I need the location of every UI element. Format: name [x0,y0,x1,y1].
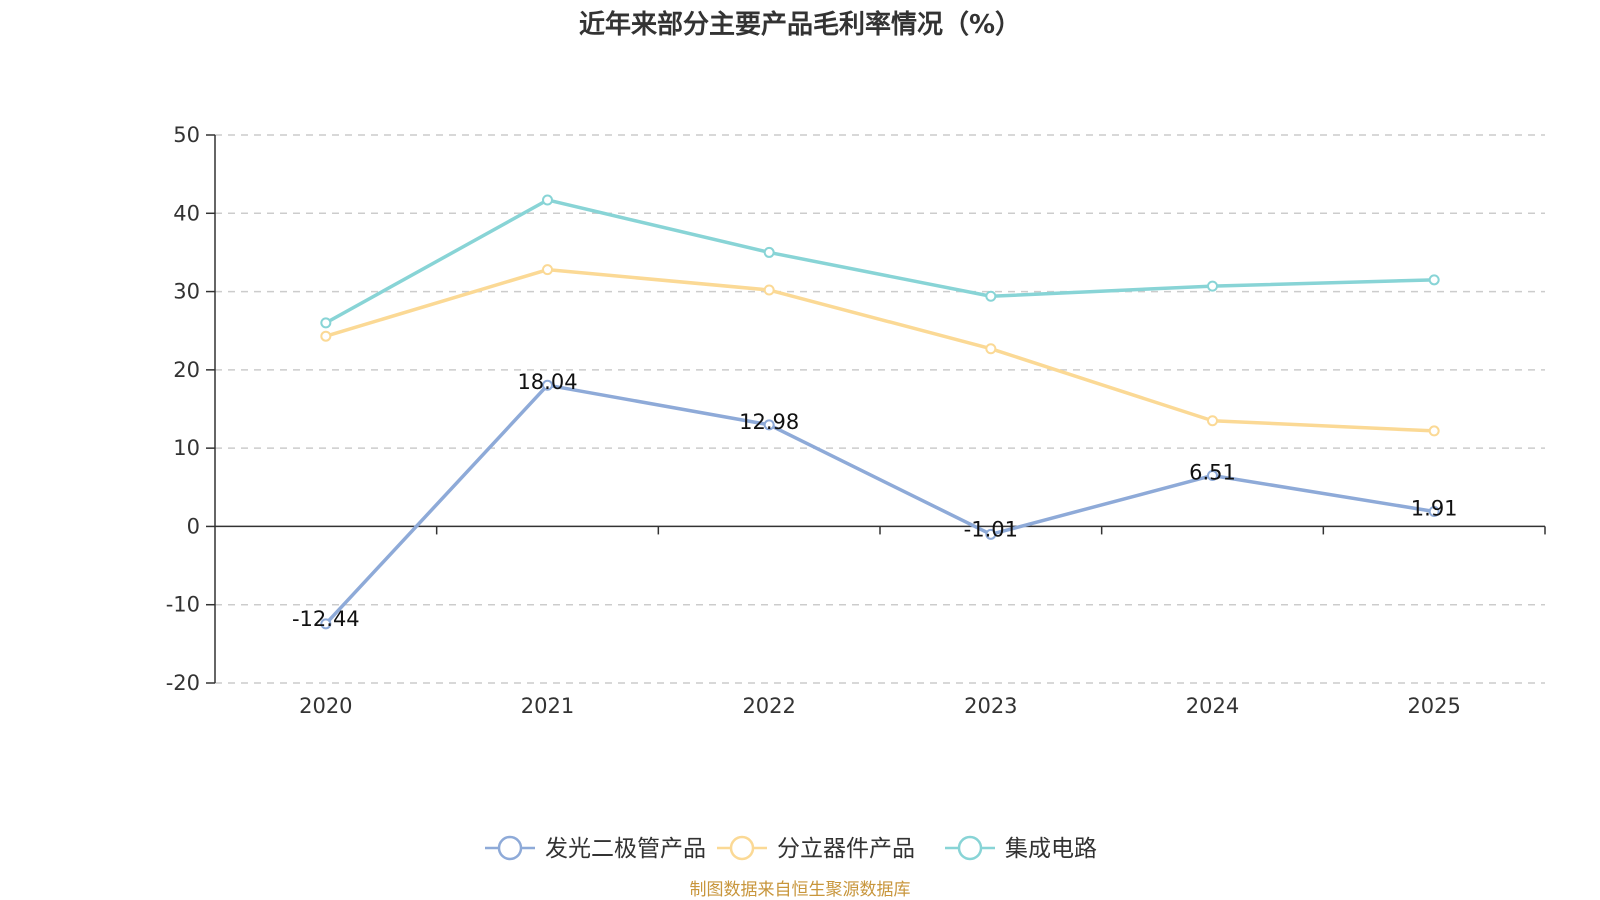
data-point[interactable] [320,317,332,329]
series-line [325,267,1435,433]
x-tick-label: 2023 [964,694,1017,718]
legend-item[interactable]: 集成电路 [945,835,1097,862]
x-tick-label: 2025 [1407,694,1460,718]
data-point[interactable] [763,246,775,258]
data-point[interactable] [542,194,553,206]
data-point[interactable] [985,343,997,355]
y-tick-label: -10 [166,593,200,617]
data-point[interactable] [320,618,332,630]
x-tick-label: 2021 [521,694,574,718]
data-point[interactable] [985,290,997,302]
series-line [324,198,1435,325]
y-tick-label: 20 [173,358,200,382]
legend[interactable]: 发光二极管产品 分立器件产品 集成电路 [485,835,1097,862]
x-tick-label: 2020 [299,694,352,718]
data-label: -1.01 [964,517,1018,541]
source-note: 制图数据来自恒生聚源数据库 [690,880,911,900]
series-lines [320,194,1440,630]
data-point[interactable] [763,284,775,296]
series-line [324,383,1435,626]
data-label: -12.44 [292,607,360,631]
data-point[interactable] [542,264,553,276]
y-tick-label: 0 [187,514,200,538]
data-label: 18.04 [517,370,577,394]
y-tick-label: 50 [173,123,200,147]
data-point[interactable] [320,330,332,342]
chart-title: 近年来部分主要产品毛利率情况（%） [579,9,1021,40]
legend-item[interactable]: 发光二极管产品 [485,835,706,862]
data-point[interactable] [1207,415,1218,427]
axes: 50 40 30 20 10 0 -10 -20 2020 2021 2022 2023 2024 202… [166,123,1546,718]
y-tick-label: 40 [173,201,200,225]
data-point[interactable] [1428,505,1440,517]
x-tick-label: 2024 [1186,694,1239,718]
data-labels: -12.44 18.04 12.98 -1.01 6.51 1.91 [292,370,1458,631]
legend-label: 分立器件产品 [777,836,915,862]
data-point[interactable] [985,528,997,540]
data-point[interactable] [1207,469,1218,481]
data-point[interactable] [763,419,775,431]
grid-lines [215,134,1545,684]
legend-circle-icon [957,835,983,861]
data-label: 12.98 [739,410,799,434]
x-tick-label: 2022 [742,694,795,718]
data-point[interactable] [542,379,553,391]
y-tick-label: -20 [166,671,200,695]
legend-circle-icon [729,835,755,861]
data-point[interactable] [1428,425,1440,437]
legend-item[interactable]: 分立器件产品 [717,835,915,862]
data-label: 1.91 [1411,496,1458,520]
data-point[interactable] [1207,280,1218,292]
data-point[interactable] [1428,274,1440,286]
y-tick-label: 10 [173,436,200,460]
y-tick-label: 30 [173,280,200,304]
data-label: 6.51 [1189,460,1236,484]
legend-circle-icon [497,835,523,861]
legend-label: 发光二极管产品 [545,836,706,862]
legend-label: 集成电路 [1005,836,1097,862]
